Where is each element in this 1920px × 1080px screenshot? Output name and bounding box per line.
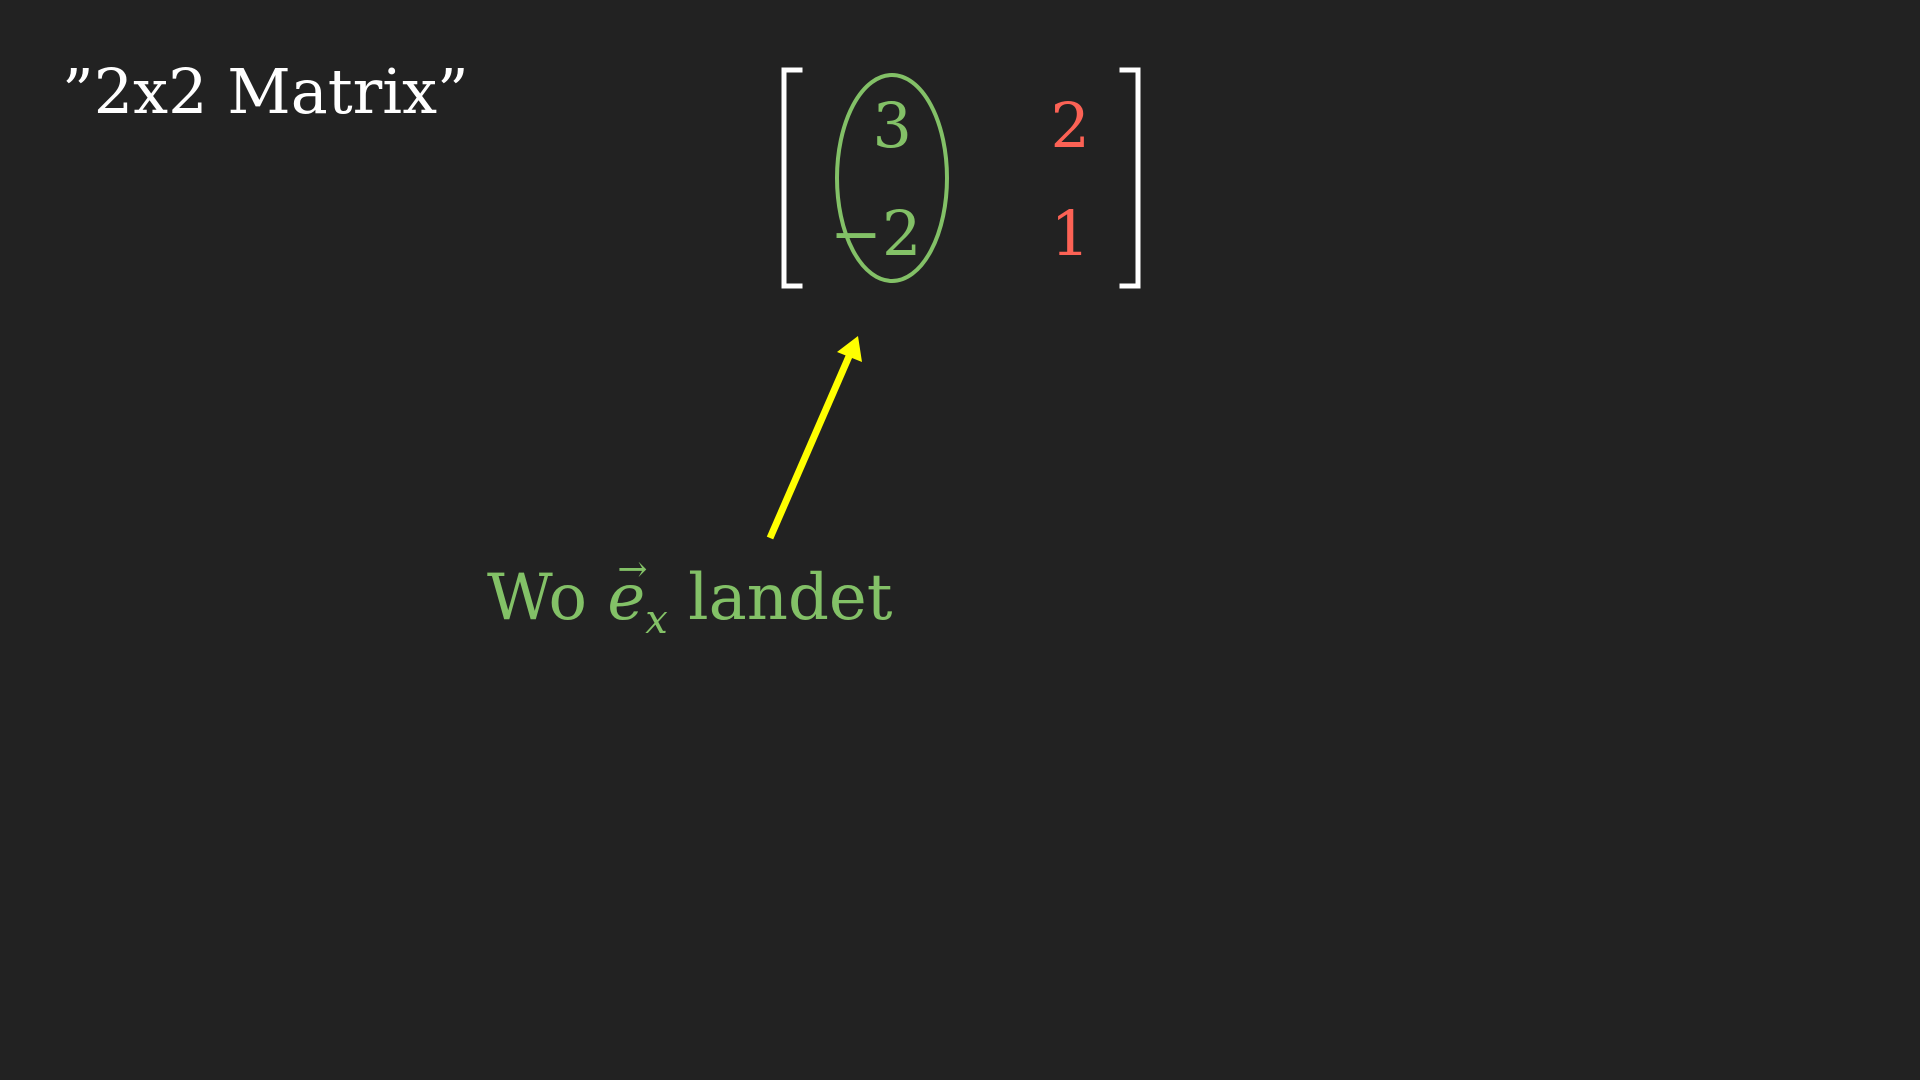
pointer-arrow-shaft bbox=[766, 352, 854, 540]
unit-vector-ex: → ex bbox=[607, 549, 668, 660]
annotation-label: Wo → ex landet bbox=[487, 549, 893, 660]
annotation-word-wo: Wo bbox=[487, 561, 587, 635]
vector-symbol: e bbox=[607, 561, 646, 635]
vector-subscript: x bbox=[645, 597, 668, 643]
matrix-cell-r1-c2: 2 bbox=[1050, 89, 1090, 162]
vector-arrow-icon: → bbox=[617, 549, 648, 590]
matrix-right-bracket bbox=[1119, 67, 1141, 289]
matrix-left-bracket bbox=[781, 67, 803, 289]
matrix-cell-r2-c1: −2 bbox=[830, 197, 922, 270]
matrix-cell-r1-c1: 3 bbox=[872, 89, 912, 162]
pointer-arrow-head bbox=[837, 336, 862, 362]
slide-title: ”2x2 Matrix” bbox=[62, 55, 469, 128]
annotation-word-landet: landet bbox=[688, 561, 893, 635]
first-column-highlight-ellipse bbox=[835, 73, 949, 283]
matrix-cell-r2-c2: 1 bbox=[1050, 197, 1090, 270]
